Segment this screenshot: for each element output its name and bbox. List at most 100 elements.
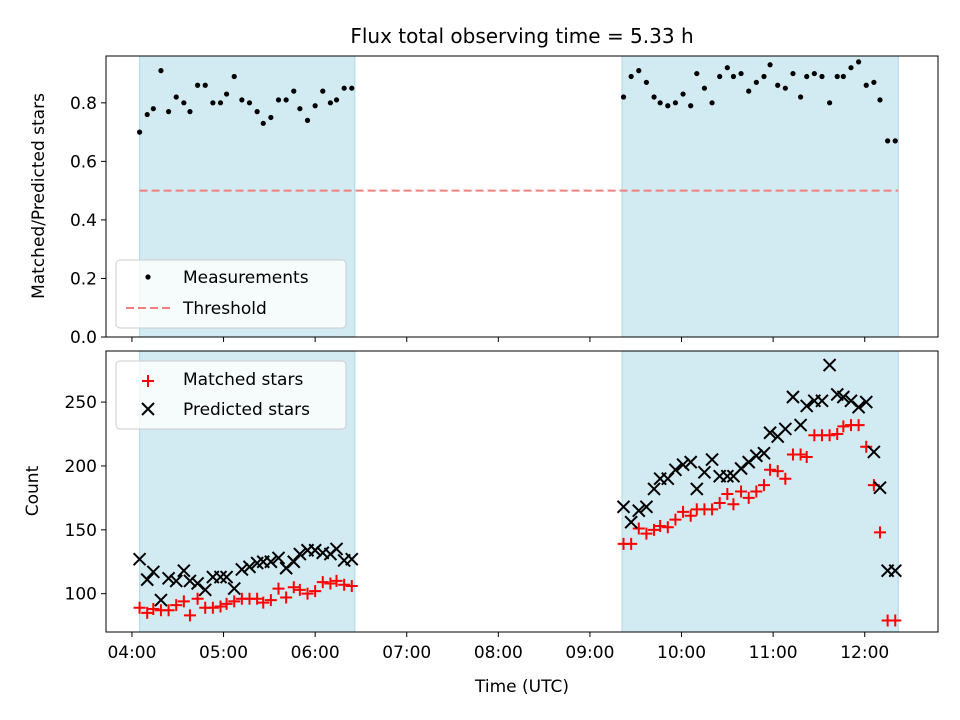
predicted-star-point	[169, 574, 183, 588]
matched-star-point	[280, 591, 293, 604]
predicted-star-point	[851, 400, 866, 414]
predicted-star-point	[345, 552, 359, 566]
matched-star-point	[800, 451, 813, 464]
measurement-point	[246, 100, 253, 106]
y-tick-label: 150	[65, 521, 97, 541]
x-tick-label: 09:00	[565, 643, 614, 663]
matched-star-point	[677, 505, 690, 518]
y-tick-label: 0.6	[70, 152, 97, 172]
measurement-point	[158, 68, 164, 74]
measurement-point	[297, 106, 303, 112]
measurement-point	[628, 73, 634, 80]
matched-star-point	[889, 614, 902, 627]
matched-star-point	[684, 509, 697, 522]
measurement-point	[202, 82, 208, 88]
y-tick-label: 0.4	[70, 211, 97, 231]
legend-predicted-label: Predicted stars	[183, 400, 310, 420]
predicted-star-point	[786, 390, 800, 404]
legend-measurement-marker	[145, 274, 151, 280]
measurement-point	[620, 94, 627, 100]
matched-star-point	[706, 503, 719, 516]
matched-star-point	[860, 440, 873, 453]
predicted-star-point	[668, 463, 683, 477]
matched-star-point	[324, 577, 337, 590]
predicted-star-point	[690, 482, 704, 496]
measurement-point	[217, 100, 224, 106]
measurement-point	[150, 106, 156, 112]
measurement-point	[848, 65, 854, 71]
measurement-points	[136, 59, 898, 144]
top-y-ticks: 0.0 0.2 0.4 0.6 0.8	[70, 94, 106, 348]
x-tick-label: 04:00	[107, 643, 156, 663]
predicted-star-point	[749, 449, 764, 463]
predicted-star-point	[183, 574, 197, 588]
matched-star-point	[338, 578, 351, 591]
matched-star-point	[873, 526, 886, 539]
matched-star-point	[301, 587, 314, 600]
y-tick-label: 250	[65, 393, 97, 413]
matched-star-point	[735, 485, 748, 498]
matched-star-point	[742, 491, 755, 504]
matched-star-point	[191, 592, 204, 605]
predicted-star-point	[867, 445, 881, 459]
predicted-star-point	[293, 547, 307, 561]
measurement-point	[636, 68, 642, 74]
matched-star-point	[220, 597, 233, 610]
predicted-star-point	[227, 581, 241, 596]
predicted-star-point	[683, 455, 698, 469]
measurement-point	[333, 97, 340, 103]
matched-star-point	[264, 594, 277, 607]
y-tick-label: 100	[65, 585, 97, 605]
measurement-point	[320, 88, 326, 94]
predicted-star-point	[705, 452, 719, 467]
predicted-star-point	[146, 565, 161, 579]
y-tick-label: 0.0	[70, 328, 97, 348]
measurement-point	[165, 109, 172, 115]
y-tick-label: 0.8	[70, 94, 97, 114]
predicted-star-point	[213, 570, 228, 584]
measurement-point	[268, 114, 274, 121]
top-legend: Measurements Threshold	[115, 259, 347, 329]
x-tick-label: 10:00	[657, 643, 706, 663]
predicted-star-point	[778, 422, 793, 436]
predicted-star-point	[154, 593, 168, 607]
y-tick-label: 200	[65, 457, 97, 477]
predicted-star-point	[697, 465, 712, 480]
measurement-point	[717, 73, 723, 80]
matched-star-point	[713, 496, 726, 509]
measurement-point	[811, 70, 817, 77]
matched-star-point	[287, 581, 300, 594]
predicted-star-point	[161, 571, 176, 586]
predicted-star-point	[763, 426, 777, 440]
measurement-point	[827, 100, 833, 106]
legend-threshold-label: Threshold	[182, 299, 267, 319]
measurement-point	[746, 88, 752, 94]
predicted-star-point	[639, 500, 654, 514]
matched-star-point	[757, 479, 770, 492]
matched-star-point	[654, 519, 667, 532]
measurement-point	[327, 100, 334, 106]
predicted-star-point	[888, 563, 902, 578]
matched-star-points	[133, 419, 902, 627]
measurement-point	[767, 62, 773, 68]
y-tick-label: 0.2	[70, 269, 97, 289]
matched-star-point	[257, 596, 270, 609]
matched-star-point	[170, 599, 183, 612]
x-tick-label: 05:00	[199, 643, 248, 663]
measurement-point	[782, 85, 788, 91]
predicted-star-point	[329, 542, 344, 556]
bottom-y-ticks: 100 150 200 250	[65, 393, 106, 605]
predicted-star-point	[264, 555, 278, 569]
predicted-star-point	[198, 583, 212, 597]
matched-star-point	[162, 604, 175, 617]
measurement-point	[260, 120, 266, 126]
matched-star-point	[721, 488, 734, 501]
measurement-point	[643, 79, 650, 85]
measurement-point	[863, 82, 869, 88]
matched-star-point	[632, 522, 645, 535]
matched-star-point	[309, 585, 322, 598]
legend-measurements-label: Measurements	[183, 268, 309, 288]
legend-matched-marker	[142, 375, 154, 387]
predicted-star-points	[132, 358, 902, 607]
predicted-star-point	[720, 469, 735, 483]
